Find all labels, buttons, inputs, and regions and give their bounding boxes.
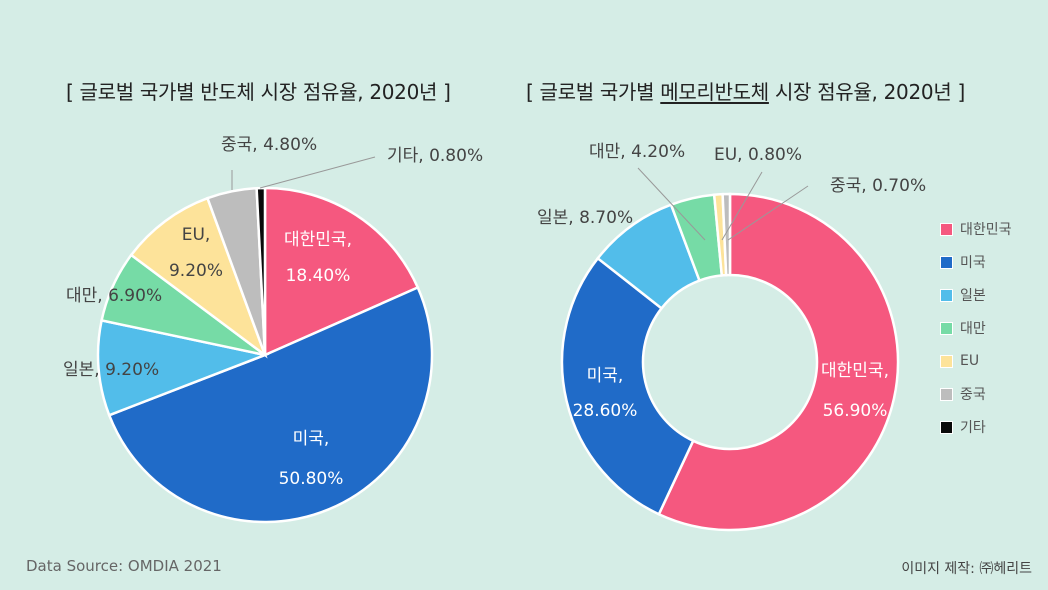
data-label: 대한민국, xyxy=(284,230,352,250)
data-label: EU, xyxy=(182,225,211,245)
data-label: 미국, xyxy=(587,366,624,386)
leader-line xyxy=(721,171,763,241)
data-label: 대만, 4.20% xyxy=(589,142,685,162)
legend-item-usa: 미국 xyxy=(940,253,1012,271)
legend-swatch xyxy=(940,354,953,368)
legend-item-taiwan: 대만 xyxy=(940,319,1012,337)
data-label: EU, 0.80% xyxy=(714,145,802,165)
data-label: 28.60% xyxy=(573,401,638,421)
pie-slice xyxy=(263,186,420,357)
legend-swatch xyxy=(940,288,953,302)
right-chart-title: [ 글로벌 국가별 메모리반도체 시장 점유율, 2020년 ] xyxy=(526,80,965,104)
data-label: 미국, xyxy=(293,429,330,449)
data-label: 기타, 0.80% xyxy=(387,146,483,166)
data-label: 대한민국, xyxy=(821,361,889,381)
data-label: 중국, 4.80% xyxy=(221,135,317,155)
data-label: 대만, 6.90% xyxy=(66,286,162,306)
legend-item-china: 중국 xyxy=(940,385,1012,403)
legend-item-eu: EU xyxy=(940,352,1012,370)
legend-swatch xyxy=(940,222,953,236)
pie-slice xyxy=(560,256,695,516)
left-pie-chart xyxy=(96,186,434,524)
data-label: 9.20% xyxy=(169,261,223,281)
pie-slice xyxy=(107,285,434,524)
data-label: 56.90% xyxy=(823,401,888,421)
data-source: Data Source: OMDIA 2021 xyxy=(26,557,222,575)
legend-swatch xyxy=(940,387,953,401)
title-emphasis: 메모리반도체 xyxy=(660,80,769,104)
legend-swatch xyxy=(940,321,953,335)
legend: 대한민국 미국 일본 대만 EU 중국 기타 xyxy=(940,220,1012,436)
data-label: 중국, 0.70% xyxy=(830,176,926,196)
pie-slice xyxy=(129,196,268,359)
leader-line xyxy=(727,185,809,241)
data-label: 50.80% xyxy=(279,469,344,489)
legend-item-japan: 일본 xyxy=(940,286,1012,304)
data-label: 일본, 8.70% xyxy=(537,208,633,228)
data-label: 18.40% xyxy=(286,266,351,286)
left-chart-title: [ 글로벌 국가별 반도체 시장 점유율, 2020년 ] xyxy=(66,80,451,104)
image-credit: 이미지 제작: ㈜헤리트 xyxy=(901,561,1032,577)
leader-line xyxy=(259,156,376,189)
right-donut-chart xyxy=(560,192,900,532)
legend-item-korea: 대한민국 xyxy=(940,220,1012,238)
pie-slice xyxy=(96,318,270,417)
legend-swatch xyxy=(940,420,953,434)
leader-line xyxy=(637,167,706,241)
pie-slice xyxy=(657,192,900,532)
pie-slice xyxy=(721,192,732,277)
data-label: 일본, 9.20% xyxy=(63,360,159,380)
legend-item-other: 기타 xyxy=(940,418,1012,436)
data-labels: 대한민국, 18.40% 미국, 50.80% 일본, 9.20% 대만, 6.90% EU… xyxy=(63,135,926,489)
legend-swatch xyxy=(940,255,953,269)
